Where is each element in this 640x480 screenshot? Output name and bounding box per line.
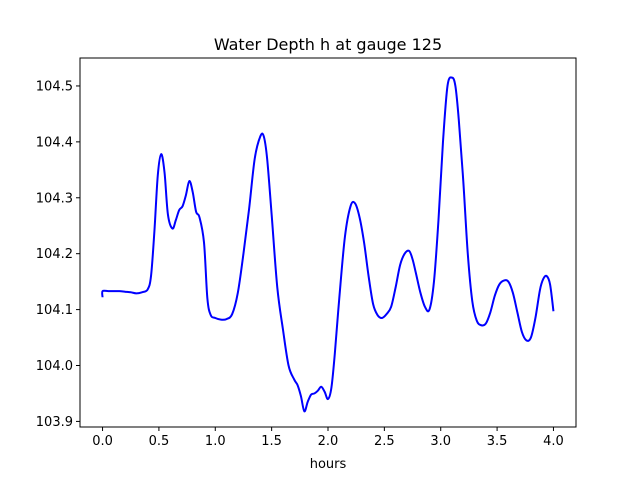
x-tick-label: 4.0 (543, 434, 564, 449)
y-tick-label: 104.3 (36, 191, 73, 206)
y-tick-label: 104.5 (36, 79, 73, 94)
y-tick-label: 104.2 (36, 247, 73, 262)
x-tick-label: 1.5 (261, 434, 282, 449)
y-tick-label: 104.4 (36, 135, 73, 150)
x-tick-label: 3.0 (430, 434, 451, 449)
plot-frame (79, 57, 577, 428)
x-tick-label: 3.5 (487, 434, 508, 449)
x-axis-label: hours (310, 457, 347, 472)
x-tick-label: 2.0 (318, 434, 339, 449)
chart-title: Water Depth h at gauge 125 (214, 35, 442, 54)
x-tick-label: 1.0 (205, 434, 226, 449)
x-tick-label: 2.5 (374, 434, 395, 449)
y-tick-label: 104.0 (36, 359, 73, 374)
y-tick-label: 103.9 (36, 415, 73, 430)
y-tick-label: 104.1 (36, 303, 73, 318)
x-tick-label: 0.5 (149, 434, 170, 449)
x-axis: 0.0 0.5 1.0 1.5 2.0 2.5 3.0 3.5 4.0 (92, 427, 564, 449)
x-tick-label: 0.0 (92, 434, 113, 449)
series-line-0 (101, 76, 555, 413)
y-axis: 103.9 104.0 104.1 104.2 104.3 104.4 104.5 (36, 79, 80, 430)
plot-area (79, 57, 577, 428)
